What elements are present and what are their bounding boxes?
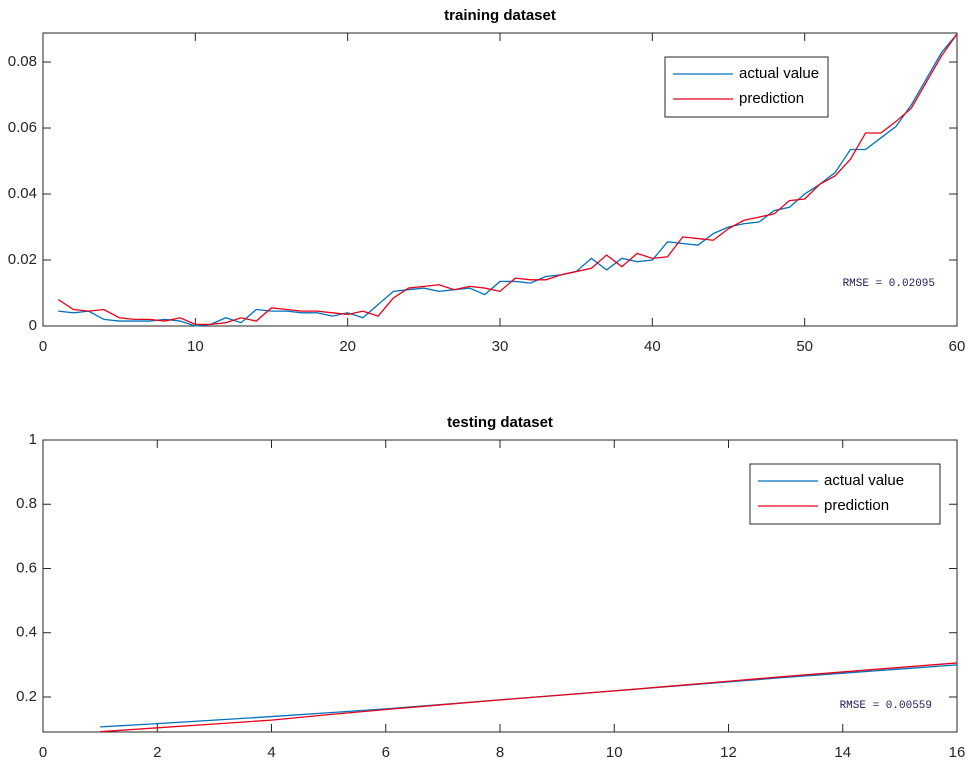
y-tick-label: 0.4 xyxy=(16,624,37,641)
x-tick-label: 2 xyxy=(153,744,161,761)
x-tick-label: 50 xyxy=(796,338,813,355)
chart-title: training dataset xyxy=(444,7,556,24)
x-tick-label: 60 xyxy=(949,338,966,355)
x-tick-label: 12 xyxy=(720,744,737,761)
annotation: RMSE = 0.02095 xyxy=(843,278,935,290)
series-line xyxy=(100,662,958,733)
y-tick-label: 0.2 xyxy=(16,688,37,705)
x-tick-label: 30 xyxy=(492,338,509,355)
x-tick-label: 14 xyxy=(834,744,851,761)
y-tick-label: 1 xyxy=(29,431,37,448)
axes-box xyxy=(42,439,958,733)
legend-box xyxy=(749,463,941,525)
x-tick-label: 8 xyxy=(496,744,504,761)
annotation: RMSE = 0.00559 xyxy=(840,700,932,712)
chart-title: testing dataset xyxy=(447,414,553,431)
y-tick-label: 0.8 xyxy=(16,495,37,512)
y-tick-label: 0.06 xyxy=(8,119,37,136)
x-tick-label: 16 xyxy=(949,744,966,761)
y-tick-label: 0.6 xyxy=(16,559,37,576)
legend-label: actual value xyxy=(739,65,819,82)
y-tick-label: 0 xyxy=(29,317,37,334)
x-tick-label: 4 xyxy=(267,744,275,761)
legend-label: actual value xyxy=(824,472,904,489)
x-tick-label: 40 xyxy=(644,338,661,355)
legend-box xyxy=(664,56,829,118)
legend-label: prediction xyxy=(824,497,889,514)
x-tick-label: 6 xyxy=(382,744,390,761)
y-tick-label: 0.08 xyxy=(8,53,37,70)
axes-box xyxy=(42,32,958,327)
x-tick-label: 20 xyxy=(339,338,356,355)
series-line xyxy=(57,33,958,325)
x-tick-label: 0 xyxy=(39,338,47,355)
x-tick-label: 10 xyxy=(187,338,204,355)
y-tick-label: 0.02 xyxy=(8,251,37,268)
legend-label: prediction xyxy=(739,90,804,107)
x-tick-label: 10 xyxy=(606,744,623,761)
y-tick-label: 0.04 xyxy=(8,185,37,202)
x-tick-label: 0 xyxy=(39,744,47,761)
